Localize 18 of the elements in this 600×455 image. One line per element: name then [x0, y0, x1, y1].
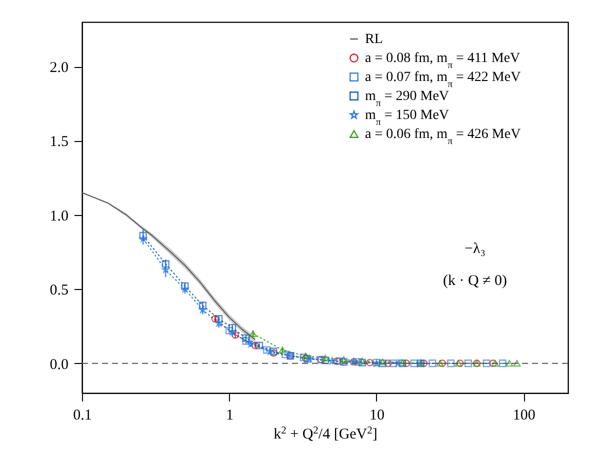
y-tick-label: 2.0	[50, 60, 68, 76]
legend-label: RL	[365, 32, 383, 47]
x-tick-label: 0.1	[73, 408, 92, 424]
x-tick-label: 1	[226, 408, 234, 424]
y-tick-label: 1.0	[50, 208, 68, 224]
legend-label: a = 0.06 fm, m$_{π}$ = 426 MeV	[365, 127, 521, 146]
legend-label: m$_{π}$ = 290 MeV	[365, 89, 450, 108]
y-tick-label: 0.0	[50, 356, 68, 373]
x-axis-title: k$^{2}$ + Q$^{2}$/4 [GeV$^{2}$]	[274, 425, 378, 442]
y-tick-label: 1.5	[50, 134, 68, 150]
legend-label: a = 0.08 fm, m$_{π}$ = 411 MeV	[365, 51, 520, 70]
annotation: −λ₃	[464, 241, 486, 257]
x-tick-label: 100	[512, 408, 536, 424]
legend-label: a = 0.07 fm, m$_{π}$ = 422 MeV	[365, 70, 521, 90]
annotation: (k · Q ≠ 0)	[442, 273, 508, 289]
y-tick-label: 0.5	[50, 282, 68, 299]
legend-label: m$_{π}$ = 150 MeV	[365, 108, 450, 128]
x-tick-label: 10	[369, 408, 384, 424]
